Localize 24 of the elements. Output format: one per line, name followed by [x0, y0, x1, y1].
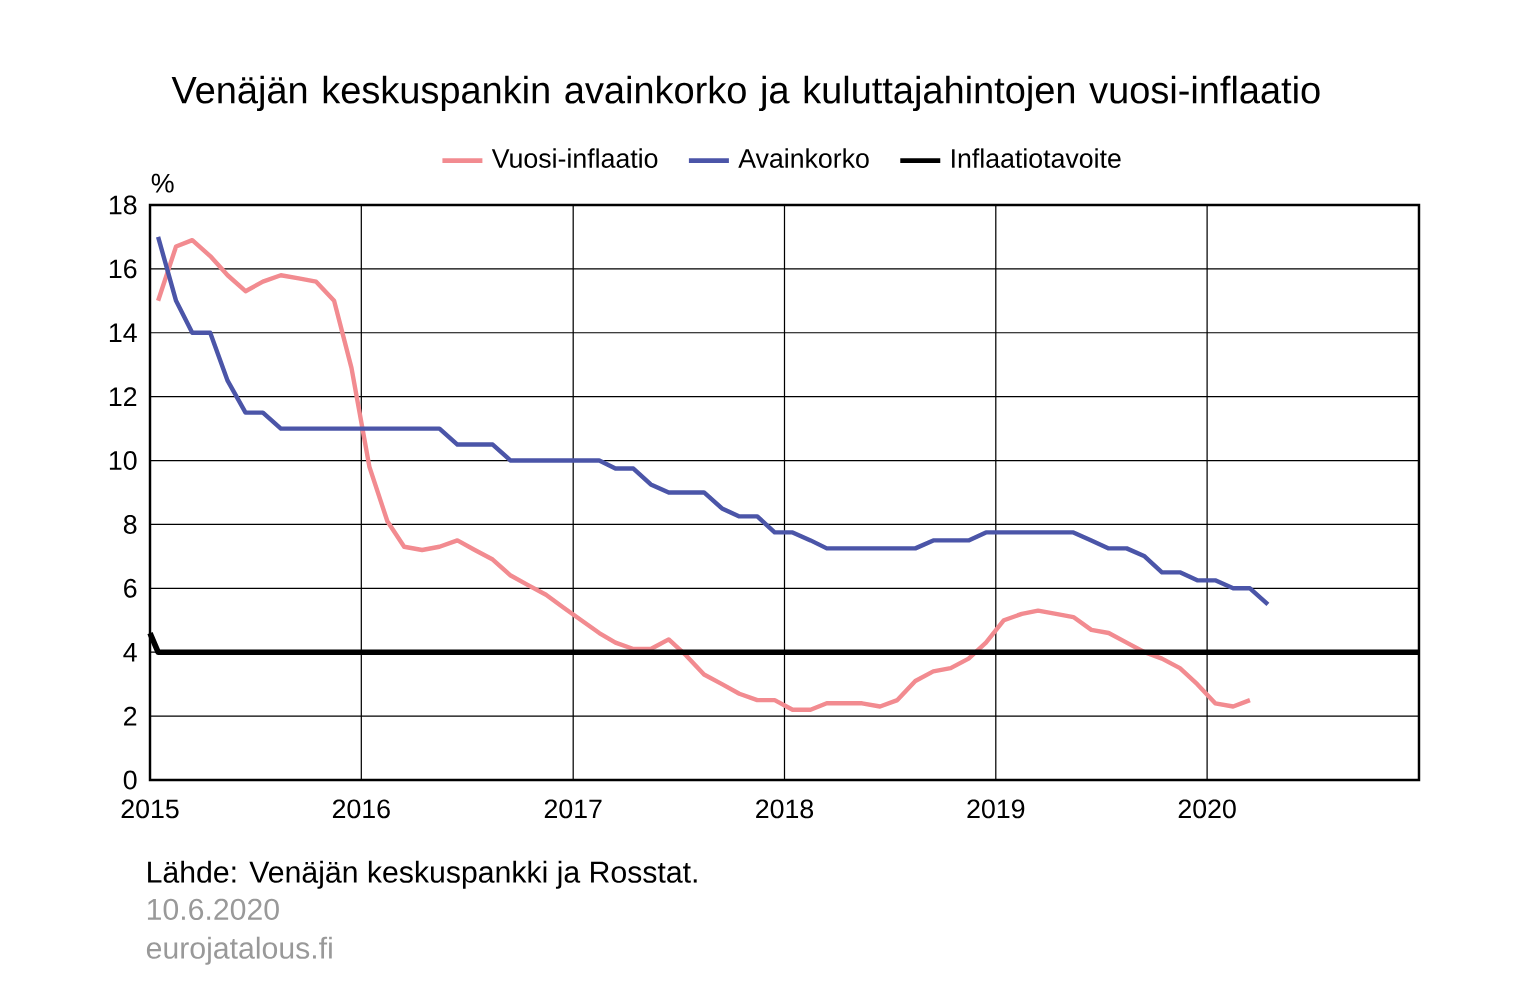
- x-tick-label: 2015: [121, 799, 179, 819]
- x-tick-label: 2019: [967, 799, 1025, 819]
- y-tick-label: 18: [109, 195, 137, 215]
- y-tick-label: 10: [109, 451, 137, 471]
- y-tick-label: 16: [109, 259, 137, 279]
- y-tick-label: 12: [109, 387, 137, 406]
- legend-label: Vuosi-inflaatio: [491, 148, 658, 168]
- text: eurojatalous.fi: [146, 936, 332, 965]
- y-tick-label: 4: [123, 642, 137, 662]
- y-axis-title: %: [151, 173, 174, 193]
- chart-title: Venäjän keskuspankin avainkorko ja kuluttajahintojen vuosi-inflaatio: [171, 75, 1320, 112]
- y-tick-label: 2: [124, 706, 137, 726]
- x-tick-label: 2016: [332, 799, 390, 819]
- text: Lähde: Venäjän keskuspankki ja Rosstat.: [148, 860, 697, 889]
- x-tick-label: 2017: [544, 799, 602, 819]
- x-tick-label: 2020: [1178, 799, 1236, 819]
- y-tick-label: 14: [109, 323, 137, 342]
- y-tick-label: 0: [123, 770, 137, 790]
- legend-label: Inflaatiotavoite: [952, 148, 1121, 168]
- legend-label: Avainkorko: [738, 148, 869, 168]
- text: 10.6.2020: [147, 898, 279, 921]
- y-tick-label: 6: [124, 578, 137, 598]
- y-tick-label: 8: [123, 514, 137, 534]
- x-tick-label: 2018: [756, 799, 814, 819]
